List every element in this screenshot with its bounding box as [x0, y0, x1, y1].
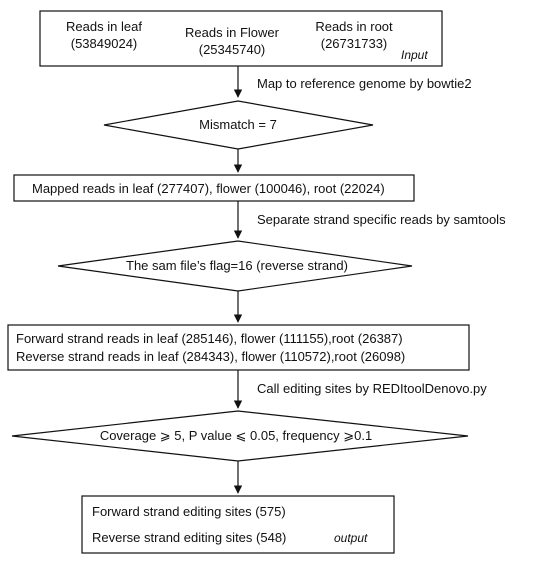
decision-coverage-diamond [11, 410, 469, 462]
output-tag: output [334, 531, 368, 545]
reverse-editing-sites-label: Reverse strand editing sites (548) [92, 530, 286, 545]
input-leaf-title: Reads in leaf [66, 19, 142, 34]
reverse-strand-reads-label: Reverse strand reads in leaf (284343), f… [16, 349, 405, 364]
forward-editing-sites-label: Forward strand editing sites (575) [92, 504, 286, 519]
input-leaf-count: (53849024) [71, 36, 138, 51]
input-tag: Input [401, 48, 428, 62]
strand-reads-box: Forward strand reads in leaf (285146), f… [7, 324, 470, 371]
forward-strand-reads-label: Forward strand reads in leaf (285146), f… [16, 331, 403, 346]
decision-coverage: Coverage ⩾ 5, P value ⩽ 0.05, frequency … [11, 410, 469, 462]
input-box: Reads in leaf (53849024) Reads in Flower… [39, 10, 443, 67]
input-box-frame [39, 10, 443, 67]
step3-label: Call editing sites by REDItoolDenovo.py [257, 381, 487, 396]
output-box: Forward strand editing sites (575) Rever… [81, 495, 395, 554]
input-root-title: Reads in root [315, 19, 393, 34]
decision-sam-flag-diamond [57, 240, 413, 292]
step1-label: Map to reference genome by bowtie2 [257, 76, 472, 91]
output-box-frame [81, 495, 395, 554]
decision-mismatch: Mismatch = 7 [103, 100, 374, 150]
strand-reads-box-frame [7, 324, 470, 371]
decision-mismatch-label: Mismatch = 7 [199, 117, 277, 132]
input-root-count: (26731733) [321, 36, 388, 51]
decision-sam-flag: The sam file’s flag=16 (reverse strand) [57, 240, 413, 292]
decision-mismatch-diamond [103, 100, 374, 150]
decision-sam-flag-label: The sam file’s flag=16 (reverse strand) [126, 258, 348, 273]
input-flower-title: Reads in Flower [185, 25, 280, 40]
mapped-reads-box-frame [13, 174, 415, 202]
decision-coverage-label: Coverage ⩾ 5, P value ⩽ 0.05, frequency … [100, 428, 372, 443]
mapped-reads-box: Mapped reads in leaf (277407), flower (1… [13, 174, 415, 202]
mapped-reads-label: Mapped reads in leaf (277407), flower (1… [32, 181, 385, 196]
input-flower-count: (25345740) [199, 42, 266, 57]
step2-label: Separate strand specific reads by samtoo… [257, 212, 506, 227]
